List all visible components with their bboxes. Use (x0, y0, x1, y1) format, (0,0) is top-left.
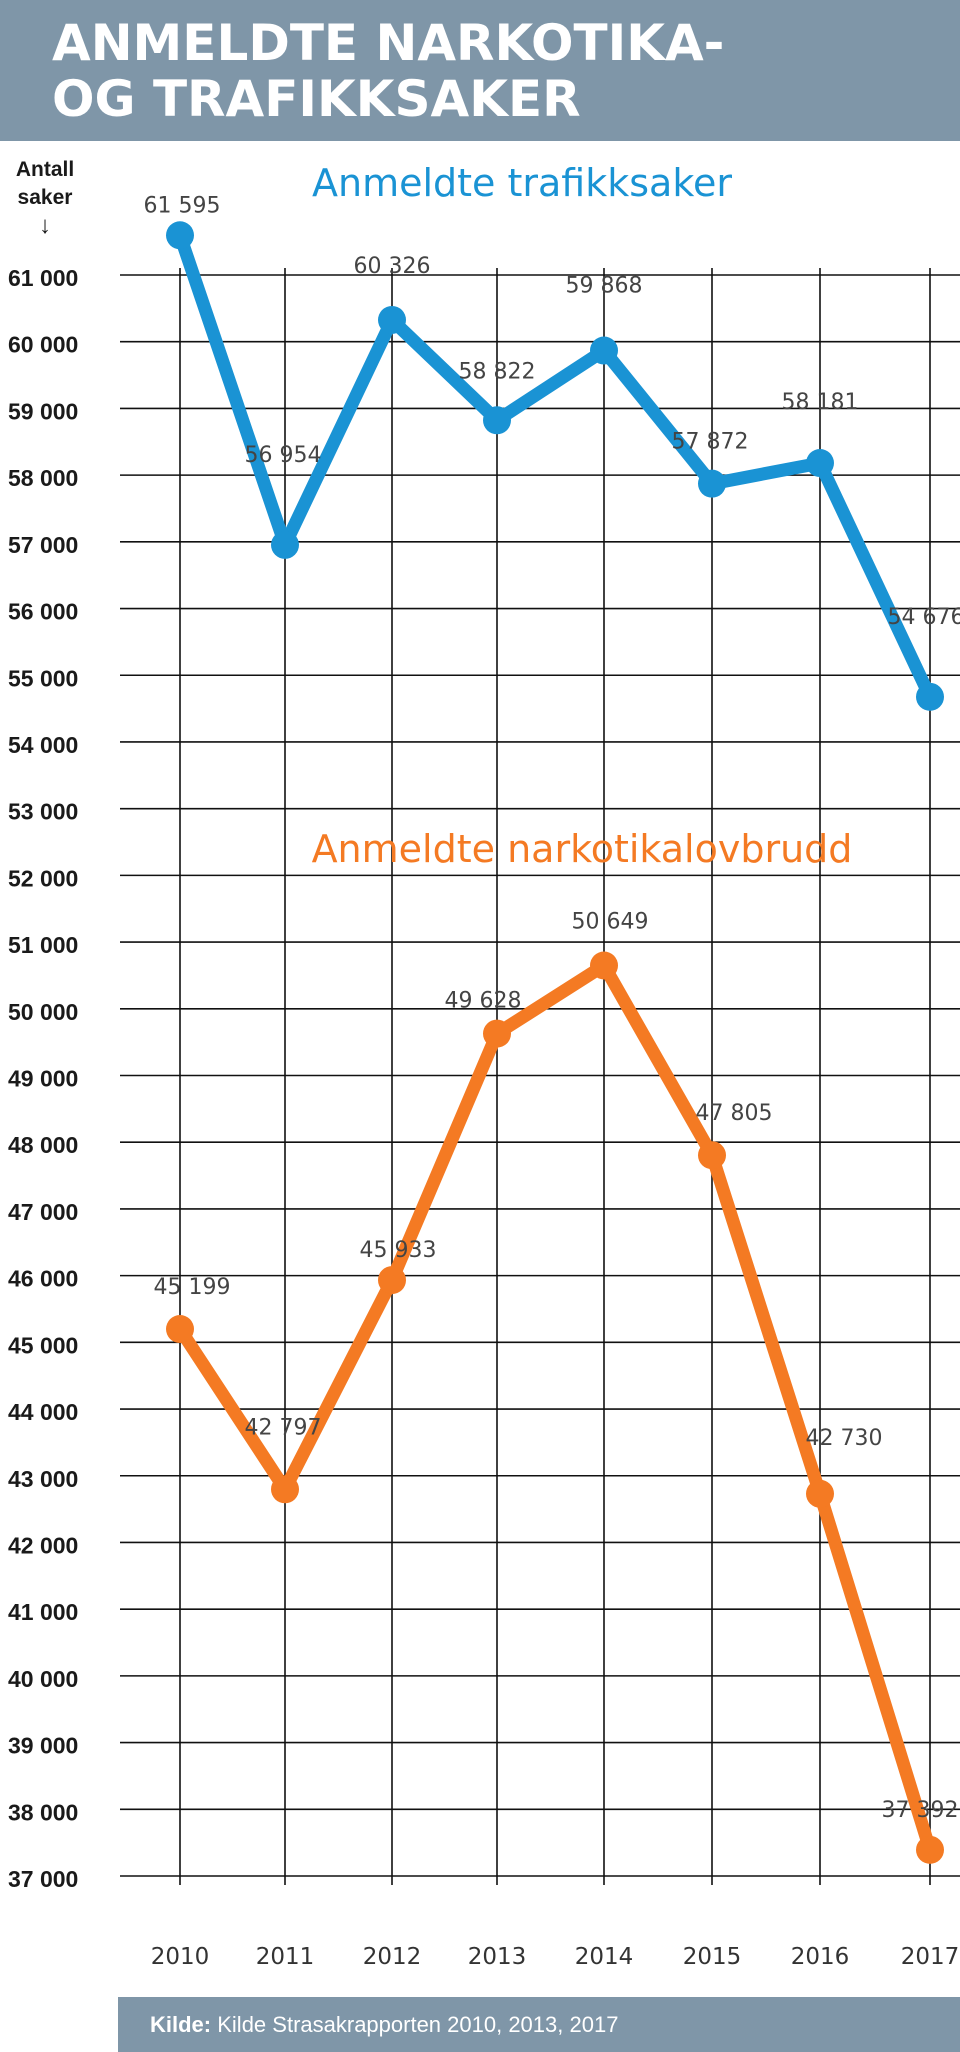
y-tick-label: 54 000 (8, 732, 78, 758)
y-tick-label: 39 000 (8, 1733, 78, 1759)
data-point (916, 682, 944, 711)
data-point (483, 1019, 511, 1048)
series-line (173, 959, 937, 1857)
data-point (806, 1479, 834, 1508)
x-tick-label: 2012 (363, 1944, 422, 1970)
y-tick-label: 56 000 (8, 599, 78, 625)
data-point (271, 1475, 299, 1504)
data-label: 61 595 (144, 193, 221, 218)
x-tick-label: 2011 (256, 1944, 315, 1970)
data-label: 60 326 (354, 254, 431, 279)
x-tick-label: 2016 (791, 1944, 850, 1970)
data-label: 56 954 (245, 443, 322, 468)
y-axis-label-line-2: saker (17, 186, 73, 209)
y-tick-label: 50 000 (8, 999, 78, 1025)
page-title-line-2: OG TRAFIKKSAKER (52, 70, 581, 128)
data-point (806, 449, 834, 478)
data-label: 58 181 (782, 390, 859, 415)
y-tick-label: 61 000 (8, 265, 78, 291)
data-point (698, 1141, 726, 1170)
y-tick-label: 42 000 (8, 1532, 78, 1558)
x-tick-label: 2014 (575, 1944, 634, 1970)
y-tick-label: 59 000 (8, 398, 78, 424)
y-tick-label: 53 000 (8, 799, 78, 825)
y-tick-label: 43 000 (8, 1466, 78, 1492)
y-tick-label: 57 000 (8, 532, 78, 558)
data-label: 49 628 (445, 989, 522, 1014)
data-point (166, 1315, 194, 1344)
data-point (378, 305, 406, 334)
x-tick-label: 2010 (151, 1944, 210, 1970)
y-tick-label: 49 000 (8, 1066, 78, 1092)
x-tick-label: 2013 (468, 1944, 527, 1970)
data-point (698, 469, 726, 498)
series-title: Anmeldte trafikksaker (312, 161, 732, 205)
x-tick-label: 2017 (901, 1944, 960, 1970)
data-point (378, 1266, 406, 1295)
y-tick-label: 37 000 (8, 1866, 78, 1892)
source-label: Kilde: (150, 2012, 212, 2037)
y-tick-label: 38 000 (8, 1799, 78, 1825)
source-footer: Kilde: Kilde Strasakrapporten 2010, 2013… (118, 1997, 960, 2052)
data-label: 42 797 (245, 1415, 322, 1440)
y-tick-label: 52 000 (8, 865, 78, 891)
series-line (173, 228, 937, 704)
data-point (590, 951, 618, 980)
y-tick-label: 48 000 (8, 1132, 78, 1158)
data-label: 57 872 (672, 430, 749, 455)
y-tick-label: 60 000 (8, 332, 78, 358)
data-label: 54 676 (888, 605, 960, 630)
data-point (483, 406, 511, 435)
y-axis-label: Antall saker ↓ (4, 156, 86, 240)
data-label: 45 933 (360, 1238, 437, 1263)
data-label: 59 868 (566, 274, 643, 299)
y-tick-label: 45 000 (8, 1332, 78, 1358)
source-text: Kilde Strasakrapporten 2010, 2013, 2017 (217, 2012, 619, 2037)
page-title-line-1: ANMELDTE NARKOTIKA- (52, 14, 725, 72)
arrow-down-icon: ↓ (39, 212, 51, 239)
data-label: 50 649 (572, 909, 649, 934)
y-axis-label-line-1: Antall (15, 158, 75, 181)
y-tick-label: 47 000 (8, 1199, 78, 1225)
y-tick-label: 58 000 (8, 465, 78, 491)
y-tick-label: 55 000 (8, 665, 78, 691)
data-point (916, 1835, 944, 1864)
y-tick-label: 46 000 (8, 1266, 78, 1292)
line-chart: 61 000 60 000 59 000 58 000 57 000 56 000 55 0… (8, 161, 960, 1970)
y-tick-label: 51 000 (8, 932, 78, 958)
header-banner: ANMELDTE NARKOTIKA- OG TRAFIKKSAKER (0, 0, 960, 141)
data-label: 37 392 (882, 1798, 959, 1823)
data-point (166, 221, 194, 250)
data-point (271, 530, 299, 559)
data-label: 47 805 (696, 1101, 773, 1126)
series-title: Anmeldte narkotikalovbrudd (312, 827, 853, 871)
data-label: 42 730 (806, 1426, 883, 1451)
data-label: 58 822 (459, 359, 536, 384)
y-tick-label: 44 000 (8, 1399, 78, 1425)
data-label: 45 199 (154, 1275, 231, 1300)
y-tick-label: 40 000 (8, 1666, 78, 1692)
x-tick-label: 2015 (683, 1944, 742, 1970)
y-tick-label: 41 000 (8, 1599, 78, 1625)
data-point (590, 336, 618, 365)
